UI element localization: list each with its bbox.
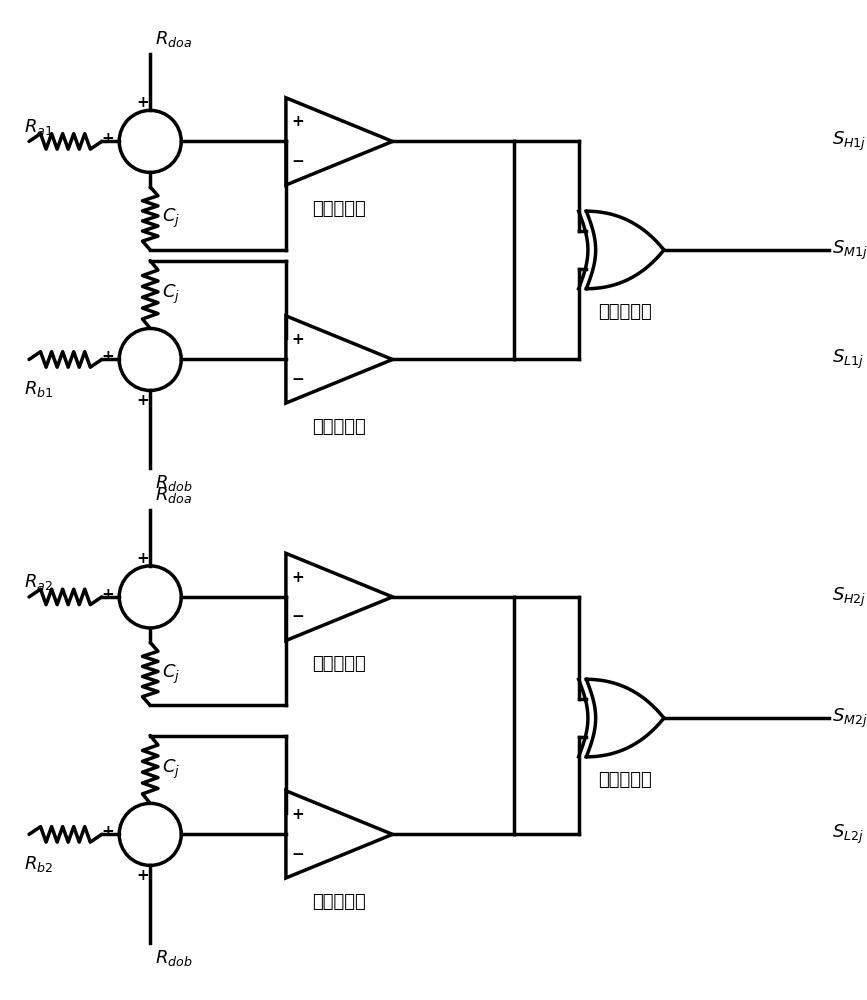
Text: +: +: [291, 570, 304, 585]
Text: $R_{doa}$: $R_{doa}$: [155, 29, 192, 49]
Text: 第三比较器: 第三比较器: [312, 655, 366, 673]
Text: $S_{M1j}$: $S_{M1j}$: [831, 238, 867, 262]
Text: $C_j$: $C_j$: [162, 662, 180, 686]
Text: $C_j$: $C_j$: [162, 758, 180, 781]
Text: $S_{L1j}$: $S_{L1j}$: [831, 348, 864, 371]
Text: 第二异或门: 第二异或门: [598, 771, 652, 789]
Text: −: −: [291, 372, 304, 387]
Text: 第一比较器: 第一比较器: [312, 200, 366, 218]
Text: +: +: [101, 824, 114, 839]
Text: +: +: [291, 332, 304, 347]
Text: 第四比较器: 第四比较器: [312, 893, 366, 911]
Text: $C_j$: $C_j$: [162, 207, 180, 230]
Text: $R_{b2}$: $R_{b2}$: [24, 854, 54, 874]
Text: +: +: [101, 131, 114, 146]
Text: −: −: [291, 847, 304, 862]
Text: $R_{doa}$: $R_{doa}$: [155, 485, 192, 505]
Text: $R_{a1}$: $R_{a1}$: [24, 117, 54, 137]
Text: 第一异或门: 第一异或门: [598, 303, 652, 321]
Text: +: +: [136, 868, 149, 883]
Text: 第二比较器: 第二比较器: [312, 418, 366, 436]
Text: +: +: [291, 114, 304, 129]
Text: +: +: [136, 551, 149, 566]
Text: $R_{a2}$: $R_{a2}$: [24, 572, 53, 592]
Text: $S_{H1j}$: $S_{H1j}$: [831, 130, 866, 153]
Text: +: +: [101, 587, 114, 602]
Text: +: +: [136, 393, 149, 408]
Text: $S_{L2j}$: $S_{L2j}$: [831, 823, 864, 846]
Text: +: +: [291, 807, 304, 822]
Text: $S_{H2j}$: $S_{H2j}$: [831, 585, 866, 609]
Text: $R_{b1}$: $R_{b1}$: [24, 379, 54, 399]
Text: $S_{M2j}$: $S_{M2j}$: [831, 706, 867, 730]
Text: +: +: [136, 95, 149, 110]
Text: $C_j$: $C_j$: [162, 283, 180, 306]
Text: −: −: [291, 609, 304, 624]
Text: +: +: [101, 349, 114, 364]
Text: −: −: [291, 154, 304, 169]
Text: $R_{dob}$: $R_{dob}$: [155, 948, 192, 968]
Text: $R_{dob}$: $R_{dob}$: [155, 473, 192, 493]
